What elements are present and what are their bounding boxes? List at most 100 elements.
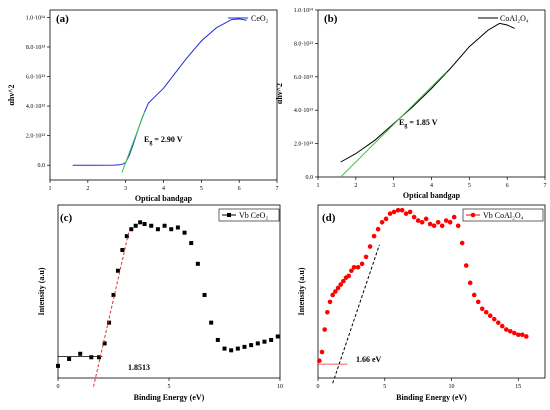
panel-label-c: (c): [60, 212, 73, 224]
panel-label-b: (b): [324, 13, 338, 25]
data-point-d: [325, 309, 330, 315]
data-point-d: [346, 273, 352, 279]
data-point-d: [333, 289, 338, 294]
data-point-d: [475, 299, 481, 305]
data-point-c: [242, 344, 247, 349]
data-point-d: [415, 218, 421, 223]
data-point-d: [515, 332, 521, 338]
data-point-d: [447, 220, 453, 225]
data-point-d: [319, 349, 325, 355]
data-point-d: [419, 220, 425, 225]
data-point-c: [229, 348, 234, 353]
plot-frame-b: [317, 9, 546, 178]
x-tick-label-d: 15: [515, 384, 521, 390]
data-point-c: [97, 355, 102, 360]
data-point-d: [322, 327, 327, 332]
data-point-c: [138, 220, 143, 225]
data-point-d: [371, 233, 377, 239]
data-point-c: [189, 241, 194, 246]
data-point-d: [491, 316, 497, 322]
data-point-d: [391, 209, 397, 215]
fit-line-c: [93, 230, 130, 387]
y-tick-label-b: 0.0: [306, 175, 314, 181]
data-point-d: [317, 358, 322, 364]
data-point-c: [155, 227, 160, 232]
data-point-c: [120, 247, 125, 252]
legend-box-d: [462, 208, 544, 222]
data-point-d: [367, 244, 373, 249]
data-point-c: [275, 334, 280, 339]
data-point-c: [222, 346, 227, 351]
panel-label-a: (a): [56, 13, 69, 25]
data-point-c: [142, 222, 147, 227]
data-point-d: [341, 278, 346, 284]
data-point-d: [359, 261, 365, 267]
y-tick-label-a: 4.0·10¹³: [26, 104, 45, 110]
x-tick-label-a: 6: [238, 186, 241, 192]
data-point-c: [107, 320, 112, 325]
data-point-d: [459, 240, 465, 246]
data-point-c: [182, 230, 187, 235]
bandgap-annotation-b: Eg = 1.85 V: [399, 118, 438, 129]
bandgap-annotation-c: 1.8513: [128, 363, 150, 372]
x-tick-label-b: 3: [392, 183, 395, 189]
data-point-c: [149, 223, 154, 228]
x-tick-label-c: 0: [57, 384, 60, 390]
fit-line-a: [121, 111, 146, 173]
legend-box-c: [218, 208, 280, 222]
y-tick-label-b: 8.0·10¹³: [294, 41, 313, 47]
data-point-d: [395, 207, 401, 213]
panel-label-d: (d): [322, 212, 336, 224]
data-point-d: [431, 223, 437, 229]
data-point-d: [463, 263, 469, 268]
x-tick-label-b: 5: [468, 183, 471, 189]
y-axis-label-c: Intensity (a.u): [37, 267, 46, 315]
y-tick-label-a: 2.0·10¹³: [26, 134, 45, 140]
data-point-d: [387, 211, 393, 216]
x-tick-label-a: 2: [86, 186, 89, 192]
data-point-d: [427, 221, 433, 227]
data-point-d: [443, 218, 449, 223]
data-point-c: [215, 337, 220, 342]
data-point-d: [479, 306, 485, 312]
y-tick-label-b: 1.0·10¹⁴: [294, 8, 313, 14]
data-point-c: [129, 227, 134, 232]
data-point-d: [338, 282, 344, 287]
x-tick-label-b: 7: [544, 183, 547, 189]
x-axis-label-a: Optical bandgap: [135, 194, 193, 203]
data-point-c: [102, 341, 107, 346]
y-axis-label-d: Intensity (a.u): [297, 267, 306, 315]
x-tick-label-d: 0: [317, 384, 320, 390]
plot-frame-d: [317, 204, 546, 379]
data-point-d: [439, 223, 445, 229]
legend-label-c: Vb CeO₂: [239, 211, 268, 220]
x-axis-label-d: Binding Energy (eV): [396, 393, 467, 402]
data-point-d: [407, 209, 413, 215]
data-point-d: [363, 254, 369, 260]
data-point-c: [111, 292, 116, 297]
y-tick-label-a: 1.0·10¹⁴: [26, 15, 45, 21]
x-tick-label-a: 5: [200, 186, 203, 192]
data-point-d: [471, 292, 477, 298]
fit-line-d: [332, 244, 380, 384]
series-line-b: [340, 22, 515, 163]
y-tick-label-a: 6.0·10¹³: [26, 75, 45, 81]
data-point-c: [269, 337, 274, 342]
x-tick-label-d: 5: [383, 384, 386, 390]
data-point-d: [507, 328, 513, 334]
legend-swatch-marker-d: [470, 212, 476, 218]
data-point-c: [262, 339, 267, 344]
data-point-c: [209, 320, 214, 325]
data-point-c: [133, 223, 138, 228]
x-tick-label-c: 5: [168, 384, 171, 390]
data-point-c: [195, 261, 200, 266]
data-point-d: [487, 313, 493, 319]
data-point-c: [169, 227, 174, 232]
data-point-d: [379, 220, 385, 225]
data-point-c: [78, 351, 83, 356]
data-point-d: [355, 264, 361, 270]
data-point-d: [435, 220, 441, 225]
y-tick-label-b: 2.0·10¹³: [294, 142, 313, 148]
series-line-a: [72, 18, 247, 166]
